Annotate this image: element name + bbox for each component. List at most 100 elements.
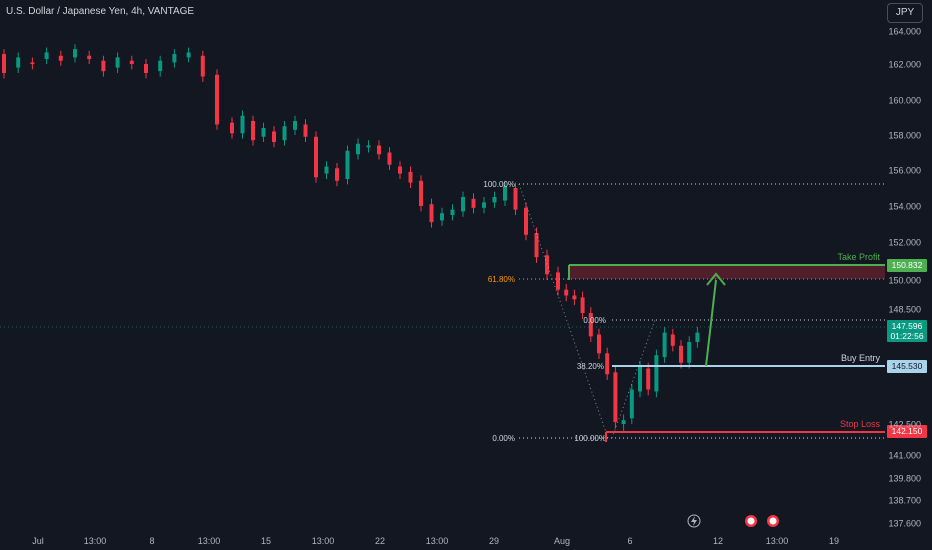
- price-tick-label: 150.000: [888, 276, 921, 286]
- candle-body: [356, 143, 360, 155]
- candle-body: [272, 131, 276, 142]
- candle-body: [200, 55, 205, 77]
- candle-body: [695, 332, 700, 343]
- candle-body: [461, 197, 465, 212]
- lightning-icon: [691, 516, 697, 526]
- candle-body: [377, 145, 381, 155]
- candle-body: [303, 124, 308, 137]
- time-tick-label: Jul: [32, 536, 44, 546]
- price-axis[interactable]: 164.000 162.000 160.000 158.000 156.000 154.0…: [888, 27, 921, 529]
- time-axis[interactable]: Jul 13:00 8 13:00 15 13:00 22 13:00 29 Aug 6 12 13:0…: [32, 514, 839, 546]
- candle-body: [419, 180, 423, 206]
- candle-body: [324, 166, 329, 174]
- price-tick-label: 137.600: [888, 519, 921, 529]
- time-tick-label: 19: [829, 536, 839, 546]
- candle-body: [429, 204, 434, 223]
- price-tick-label: 164.000: [888, 27, 921, 37]
- candle-body: [408, 171, 413, 183]
- take-profit-label: Take Profit: [837, 252, 880, 262]
- time-tick-label: 12: [713, 536, 723, 546]
- candle-body: [398, 166, 402, 174]
- time-tick-label: 13:00: [426, 536, 449, 546]
- candle-body: [450, 209, 455, 215]
- price-tick-label: 142.500: [888, 420, 921, 430]
- candle-body: [654, 355, 659, 392]
- candle-body: [387, 152, 392, 165]
- candle-body: [572, 295, 577, 300]
- price-tick-label: 162.000: [888, 60, 921, 70]
- candle-body: [115, 57, 120, 68]
- fib-level-label: 100.00%: [574, 434, 606, 443]
- buy-entry-price-box-text: 145.530: [892, 361, 923, 371]
- candle-body: [679, 345, 683, 363]
- candle-body: [605, 353, 610, 375]
- candle-body: [2, 54, 6, 73]
- candle-body: [172, 54, 177, 63]
- buy-entry-price-box: [887, 360, 927, 373]
- stop-loss-label: Stop Loss: [840, 419, 881, 429]
- candle-body: [556, 272, 560, 290]
- candle-body: [524, 207, 528, 235]
- fib-level-label: 100.00%: [483, 180, 515, 189]
- us-flag-icon: [747, 517, 755, 525]
- candle-body: [662, 332, 667, 358]
- candle-body: [670, 334, 675, 346]
- candle-body: [215, 74, 219, 125]
- candle-body: [345, 150, 350, 179]
- fib-trend-line: [611, 319, 656, 439]
- candle-body: [534, 233, 539, 258]
- candle-body: [144, 64, 148, 73]
- price-tick-label: 152.000: [888, 238, 921, 248]
- candle-body: [482, 202, 486, 208]
- current-price-box: [887, 320, 927, 342]
- stop-loss-price-box-text: 142.150: [892, 426, 923, 436]
- candle-body: [471, 198, 476, 208]
- overlays: 100.00% 61.80% 0.00% 38.20% 0.00% 100.00% Take…: [0, 180, 927, 443]
- time-tick-label: 13:00: [198, 536, 221, 546]
- candle-body: [73, 49, 77, 58]
- time-tick-label: 13:00: [84, 536, 107, 546]
- candle-body: [158, 60, 163, 72]
- price-tick-label: 158.000: [888, 131, 921, 141]
- fib-level-label: 38.20%: [577, 362, 604, 371]
- candle-body: [240, 115, 245, 134]
- candle-body: [687, 342, 692, 363]
- fib-level-label: 61.80%: [488, 275, 515, 284]
- candle-body: [129, 60, 134, 64]
- fib-trend-line: [518, 183, 609, 439]
- candle-body: [646, 368, 651, 390]
- candle-body: [44, 52, 49, 60]
- candle-body: [564, 289, 569, 296]
- time-tick-label: Aug: [554, 536, 570, 546]
- time-tick-label: 13:00: [766, 536, 789, 546]
- candle-body: [588, 312, 593, 337]
- price-tick-label: 138.700: [888, 496, 921, 506]
- us-flag-icon: [769, 517, 777, 525]
- candles: [2, 44, 700, 431]
- time-tick-label: 13:00: [312, 536, 335, 546]
- candle-body: [230, 122, 234, 134]
- fib-level-label: 0.00%: [583, 316, 606, 325]
- take-profit-price-box-text: 150.832: [892, 260, 923, 270]
- time-tick-label: 6: [627, 536, 632, 546]
- time-tick-label: 15: [261, 536, 271, 546]
- candle-body: [282, 126, 287, 141]
- candle-body: [492, 197, 497, 203]
- candle-body: [440, 213, 444, 221]
- current-price-box-text: 147.596: [892, 321, 923, 331]
- candle-body: [621, 420, 626, 424]
- candle-body: [314, 136, 318, 178]
- currency-button[interactable]: JPY: [887, 3, 923, 23]
- candle-body: [580, 297, 585, 313]
- candle-body: [638, 366, 642, 392]
- price-tick-label: 141.000: [888, 451, 921, 461]
- candle-body: [503, 186, 507, 201]
- stop-loss-price-box: [887, 425, 927, 438]
- candle-body: [366, 145, 371, 148]
- price-tick-label: 160.000: [888, 96, 921, 106]
- price-tick-label: 156.000: [888, 166, 921, 176]
- current-price-box-text: 01:22:56: [890, 331, 923, 341]
- candle-body: [58, 55, 63, 61]
